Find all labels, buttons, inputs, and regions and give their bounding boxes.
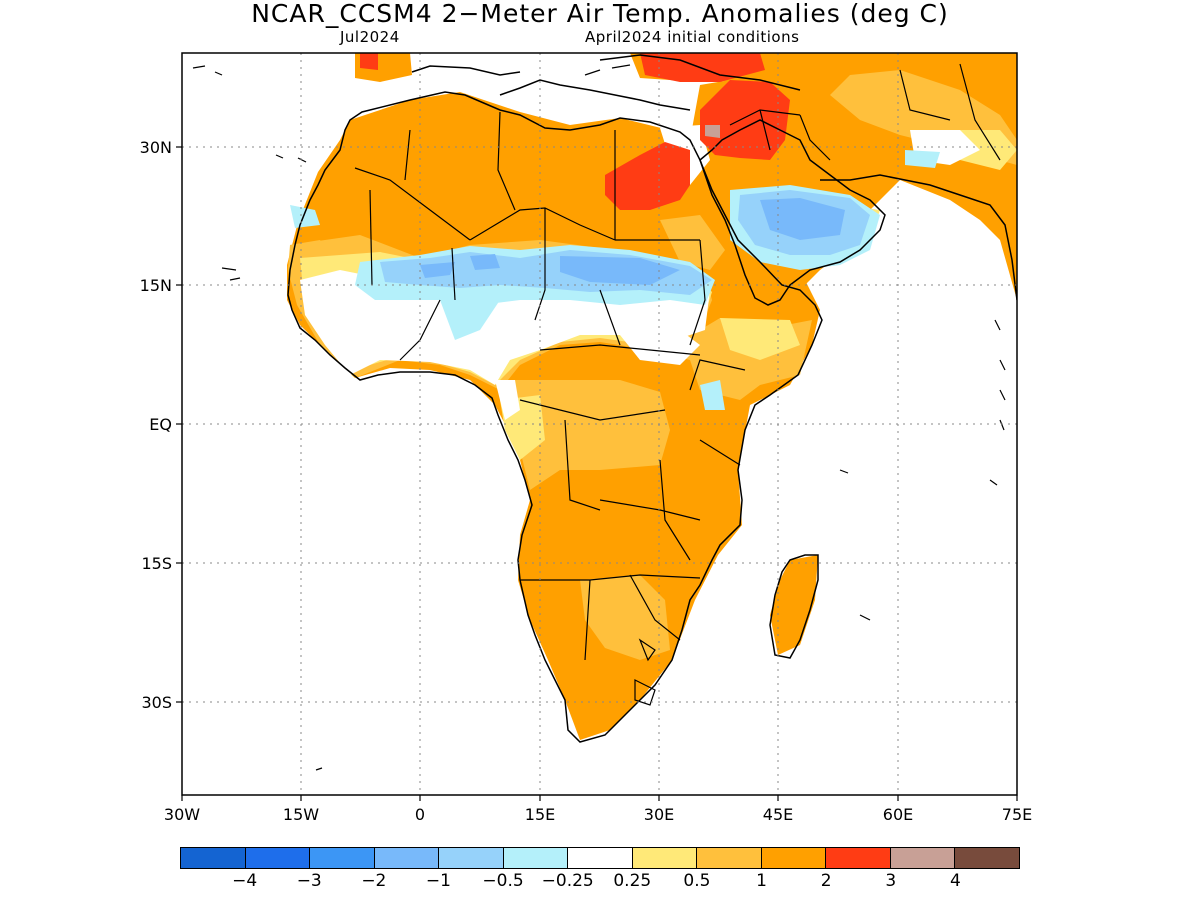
- anomaly-shading: [287, 53, 1017, 740]
- valid-month-label: Jul2024: [340, 28, 400, 46]
- country-borders: [354, 63, 1001, 706]
- lat-tick-label: 30S: [141, 693, 172, 712]
- colorbar-swatch: [697, 848, 762, 868]
- colorbar-swatch: [890, 848, 956, 868]
- colorbar-swatch: [955, 848, 1019, 868]
- colorbar-swatch: [439, 848, 504, 868]
- colorbar-swatch: [826, 848, 891, 868]
- lon-tick-label: 60E: [883, 805, 913, 824]
- colorbar: [180, 847, 1020, 869]
- tick-marks: [176, 146, 1018, 801]
- colorbar-swatch: [310, 848, 375, 868]
- colorbar-label: −1: [425, 871, 451, 891]
- gridlines: [182, 53, 1017, 795]
- lat-tick-label: 15S: [141, 554, 172, 573]
- lon-tick-label: 0: [415, 805, 425, 824]
- islands: [192, 64, 1006, 771]
- colorbar-label: −3: [296, 871, 322, 891]
- colorbar-swatch: [632, 848, 698, 868]
- lon-tick-label: 75E: [1002, 805, 1032, 824]
- lat-tick-label: 30N: [140, 138, 172, 157]
- initial-conditions-label: April2024 initial conditions: [585, 28, 800, 46]
- colorbar-label: −0.5: [482, 871, 524, 891]
- colorbar-label: 1: [756, 871, 767, 891]
- lat-tick-label: EQ: [149, 415, 172, 434]
- colorbar-label: −4: [232, 871, 258, 891]
- anomaly-map: 30W 15W 0 15E 30E 45E 60E 75E 30N 15N EQ…: [140, 52, 1033, 824]
- lon-tick-label: 15W: [283, 805, 319, 824]
- colorbar-label: −0.25: [541, 871, 594, 891]
- colorbar-label: 0.5: [683, 871, 711, 891]
- colorbar-swatch: [181, 848, 246, 868]
- colorbar-label: 3: [885, 871, 897, 891]
- colorbar-label: −2: [361, 871, 387, 891]
- colorbar-label: 4: [949, 871, 961, 891]
- colorbar-swatch: [245, 848, 311, 868]
- colorbar-swatch: [374, 848, 440, 868]
- colorbar-label: 0.25: [613, 871, 652, 891]
- colorbar-swatch: [568, 848, 633, 868]
- colorbar-swatch: [761, 848, 827, 868]
- map-plot-area: [182, 53, 1017, 795]
- coastlines: [287, 54, 1017, 743]
- lat-tick-label: 15N: [140, 276, 172, 295]
- lon-tick-label: 30W: [164, 805, 200, 824]
- colorbar-label: 2: [820, 871, 832, 891]
- colorbar-swatch: [503, 848, 569, 868]
- map-title: NCAR_CCSM4 2−Meter Air Temp. Anomalies (…: [251, 0, 949, 28]
- lon-tick-label: 30E: [644, 805, 674, 824]
- lon-tick-label: 15E: [525, 805, 555, 824]
- axis-labels: 30W 15W 0 15E 30E 45E 60E 75E 30N 15N EQ…: [140, 138, 1033, 824]
- lon-tick-label: 45E: [763, 805, 793, 824]
